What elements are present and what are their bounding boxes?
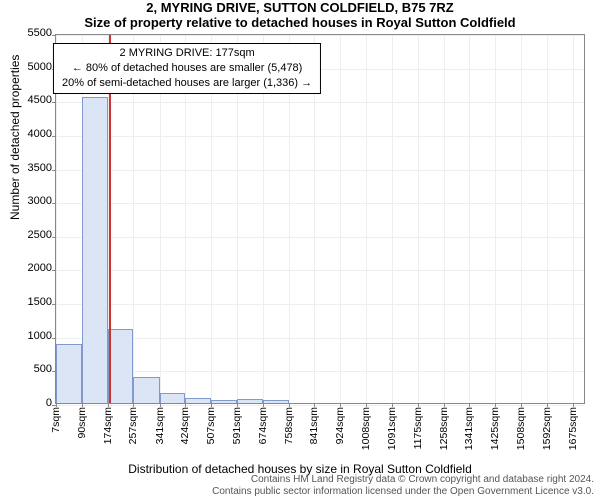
footer-line-1: Contains HM Land Registry data © Crown c… bbox=[212, 474, 594, 486]
ytick-label: 5500 bbox=[28, 27, 56, 39]
xtick-label: 924sqm bbox=[334, 407, 346, 444]
histogram-bar bbox=[263, 400, 289, 403]
xtick-label: 174sqm bbox=[102, 407, 114, 444]
gridline-h bbox=[56, 203, 584, 204]
annotation-line: ← 80% of detached houses are smaller (5,… bbox=[62, 61, 312, 76]
histogram-bar bbox=[160, 393, 186, 403]
gridline-v bbox=[340, 35, 341, 403]
xtick-label: 1175sqm bbox=[412, 407, 424, 449]
gridline-v bbox=[366, 35, 367, 403]
annotation-line: 20% of semi-detached houses are larger (… bbox=[62, 76, 312, 91]
xtick-label: 674sqm bbox=[257, 407, 269, 444]
histogram-bar bbox=[82, 97, 108, 403]
annotation-box: 2 MYRING DRIVE: 177sqm← 80% of detached … bbox=[53, 43, 321, 94]
footer-line-2: Contains public sector information licen… bbox=[212, 486, 594, 498]
xtick-label: 1258sqm bbox=[438, 407, 450, 450]
y-axis-label: Number of detached properties bbox=[8, 55, 22, 220]
ytick-label: 3500 bbox=[28, 162, 56, 174]
annotation-line: 2 MYRING DRIVE: 177sqm bbox=[62, 46, 312, 61]
gridline-v bbox=[573, 35, 574, 403]
xtick-label: 1008sqm bbox=[360, 407, 372, 450]
xtick-label: 1675sqm bbox=[567, 407, 579, 450]
xtick-label: 1341sqm bbox=[463, 407, 475, 450]
ytick-label: 2000 bbox=[28, 262, 56, 274]
gridline-h bbox=[56, 136, 584, 137]
xtick-label: 424sqm bbox=[179, 407, 191, 444]
xtick-label: 841sqm bbox=[308, 407, 320, 444]
xtick-label: 90sqm bbox=[76, 407, 88, 439]
gridline-h bbox=[56, 35, 584, 36]
ytick-label: 4000 bbox=[28, 128, 56, 140]
xtick-label: 1425sqm bbox=[489, 407, 501, 450]
xtick-label: 1592sqm bbox=[541, 407, 553, 450]
histogram-bar bbox=[211, 400, 237, 403]
histogram-bar bbox=[185, 398, 211, 403]
xtick-label: 758sqm bbox=[283, 407, 295, 444]
page-title-2: Size of property relative to detached ho… bbox=[0, 15, 600, 30]
xtick-label: 341sqm bbox=[154, 407, 166, 444]
gridline-v bbox=[521, 35, 522, 403]
histogram-bar bbox=[108, 329, 134, 403]
histogram-bar bbox=[56, 344, 82, 403]
histogram-chart: 0500100015002000250030003500400045005000… bbox=[55, 34, 585, 404]
gridline-h bbox=[56, 237, 584, 238]
ytick-label: 3000 bbox=[28, 195, 56, 207]
ytick-label: 500 bbox=[34, 363, 56, 375]
gridline-v bbox=[495, 35, 496, 403]
gridline-v bbox=[392, 35, 393, 403]
ytick-label: 1500 bbox=[28, 296, 56, 308]
xtick-label: 1508sqm bbox=[515, 407, 527, 450]
gridline-h bbox=[56, 338, 584, 339]
xtick-label: 1091sqm bbox=[386, 407, 398, 450]
xtick-label: 7sqm bbox=[50, 407, 62, 433]
gridline-h bbox=[56, 405, 584, 406]
ytick-label: 1000 bbox=[28, 330, 56, 342]
gridline-h bbox=[56, 371, 584, 372]
histogram-bar bbox=[133, 377, 159, 403]
xtick-label: 507sqm bbox=[205, 407, 217, 444]
gridline-h bbox=[56, 170, 584, 171]
ytick-label: 2500 bbox=[28, 229, 56, 241]
gridline-v bbox=[418, 35, 419, 403]
gridline-v bbox=[547, 35, 548, 403]
gridline-h bbox=[56, 304, 584, 305]
xtick-label: 257sqm bbox=[127, 407, 139, 444]
page-title-1: 2, MYRING DRIVE, SUTTON COLDFIELD, B75 7… bbox=[0, 0, 600, 15]
histogram-bar bbox=[237, 399, 263, 403]
xtick-label: 591sqm bbox=[231, 407, 243, 444]
gridline-h bbox=[56, 270, 584, 271]
gridline-v bbox=[469, 35, 470, 403]
gridline-v bbox=[444, 35, 445, 403]
ytick-label: 5000 bbox=[28, 61, 56, 73]
gridline-h bbox=[56, 102, 584, 103]
ytick-label: 4500 bbox=[28, 94, 56, 106]
footer-attribution: Contains HM Land Registry data © Crown c… bbox=[212, 474, 594, 498]
